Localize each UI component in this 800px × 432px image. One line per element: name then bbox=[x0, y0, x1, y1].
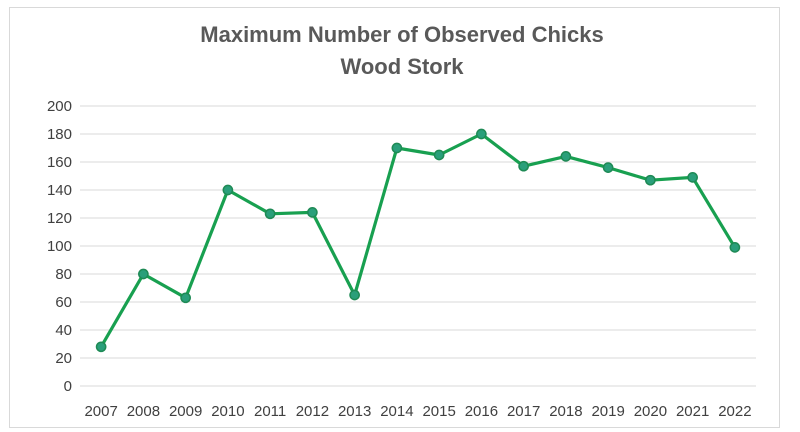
y-tick-label: 80 bbox=[55, 266, 72, 283]
data-point-2009 bbox=[180, 292, 191, 304]
series-layer bbox=[95, 128, 741, 353]
x-tick-label: 2008 bbox=[127, 403, 160, 420]
x-tick-label: 2017 bbox=[507, 403, 540, 420]
data-point-2007 bbox=[95, 341, 107, 353]
data-point-2017 bbox=[518, 160, 529, 172]
series-line bbox=[99, 132, 737, 349]
data-point-2010 bbox=[222, 184, 234, 196]
data-point-2022 bbox=[729, 242, 741, 253]
y-tick-label: 140 bbox=[47, 182, 72, 199]
data-point-2011 bbox=[264, 208, 276, 220]
x-tick-label: 2020 bbox=[634, 403, 667, 420]
x-tick-label: 2007 bbox=[84, 403, 117, 420]
line-chart: Maximum Number of Observed Chicks Wood S… bbox=[47, 22, 756, 420]
data-point-2008 bbox=[138, 268, 149, 280]
data-point-2012 bbox=[307, 207, 318, 218]
data-point-2019 bbox=[602, 162, 614, 173]
x-tick-label: 2014 bbox=[380, 403, 413, 420]
x-tick-label: 2015 bbox=[422, 403, 455, 420]
y-tick-label: 60 bbox=[55, 294, 72, 311]
chart-title: Maximum Number of Observed Chicks bbox=[200, 22, 603, 47]
x-tick-label: 2012 bbox=[296, 403, 329, 420]
x-tick-label: 2013 bbox=[338, 403, 371, 420]
data-point-2013 bbox=[349, 289, 360, 301]
x-tick-label: 2021 bbox=[676, 403, 709, 420]
x-axis-ticks: 2007 2008 2009 2010 2011 2012 2013 2014 2015 2016… bbox=[84, 403, 751, 420]
x-tick-label: 2016 bbox=[465, 403, 498, 420]
x-tick-label: 2009 bbox=[169, 403, 202, 420]
data-point-2021 bbox=[687, 172, 698, 183]
data-point-2015 bbox=[433, 149, 445, 161]
y-tick-label: 120 bbox=[47, 210, 72, 227]
x-tick-label: 2022 bbox=[718, 403, 751, 420]
y-tick-label: 160 bbox=[47, 154, 72, 171]
x-tick-label: 2011 bbox=[254, 403, 286, 420]
data-point-2014 bbox=[391, 142, 403, 154]
y-tick-label: 180 bbox=[47, 126, 72, 143]
y-axis-ticks: 0 20 40 60 80 100 120 140 160 180 200 bbox=[47, 98, 72, 395]
x-tick-label: 2018 bbox=[549, 403, 582, 420]
y-tick-label: 100 bbox=[47, 238, 72, 255]
y-tick-label: 200 bbox=[47, 98, 72, 115]
y-tick-label: 20 bbox=[55, 350, 72, 367]
x-tick-label: 2010 bbox=[211, 403, 244, 420]
y-tick-label: 0 bbox=[64, 378, 72, 395]
data-point-2018 bbox=[560, 151, 572, 162]
gridlines bbox=[80, 105, 756, 387]
chart-subtitle: Wood Stork bbox=[340, 54, 464, 79]
y-tick-label: 40 bbox=[55, 322, 72, 339]
chart-frame: Maximum Number of Observed Chicks Wood S… bbox=[9, 7, 780, 428]
data-point-2016 bbox=[476, 128, 487, 140]
x-tick-label: 2019 bbox=[591, 403, 624, 420]
data-point-2020 bbox=[645, 174, 656, 186]
